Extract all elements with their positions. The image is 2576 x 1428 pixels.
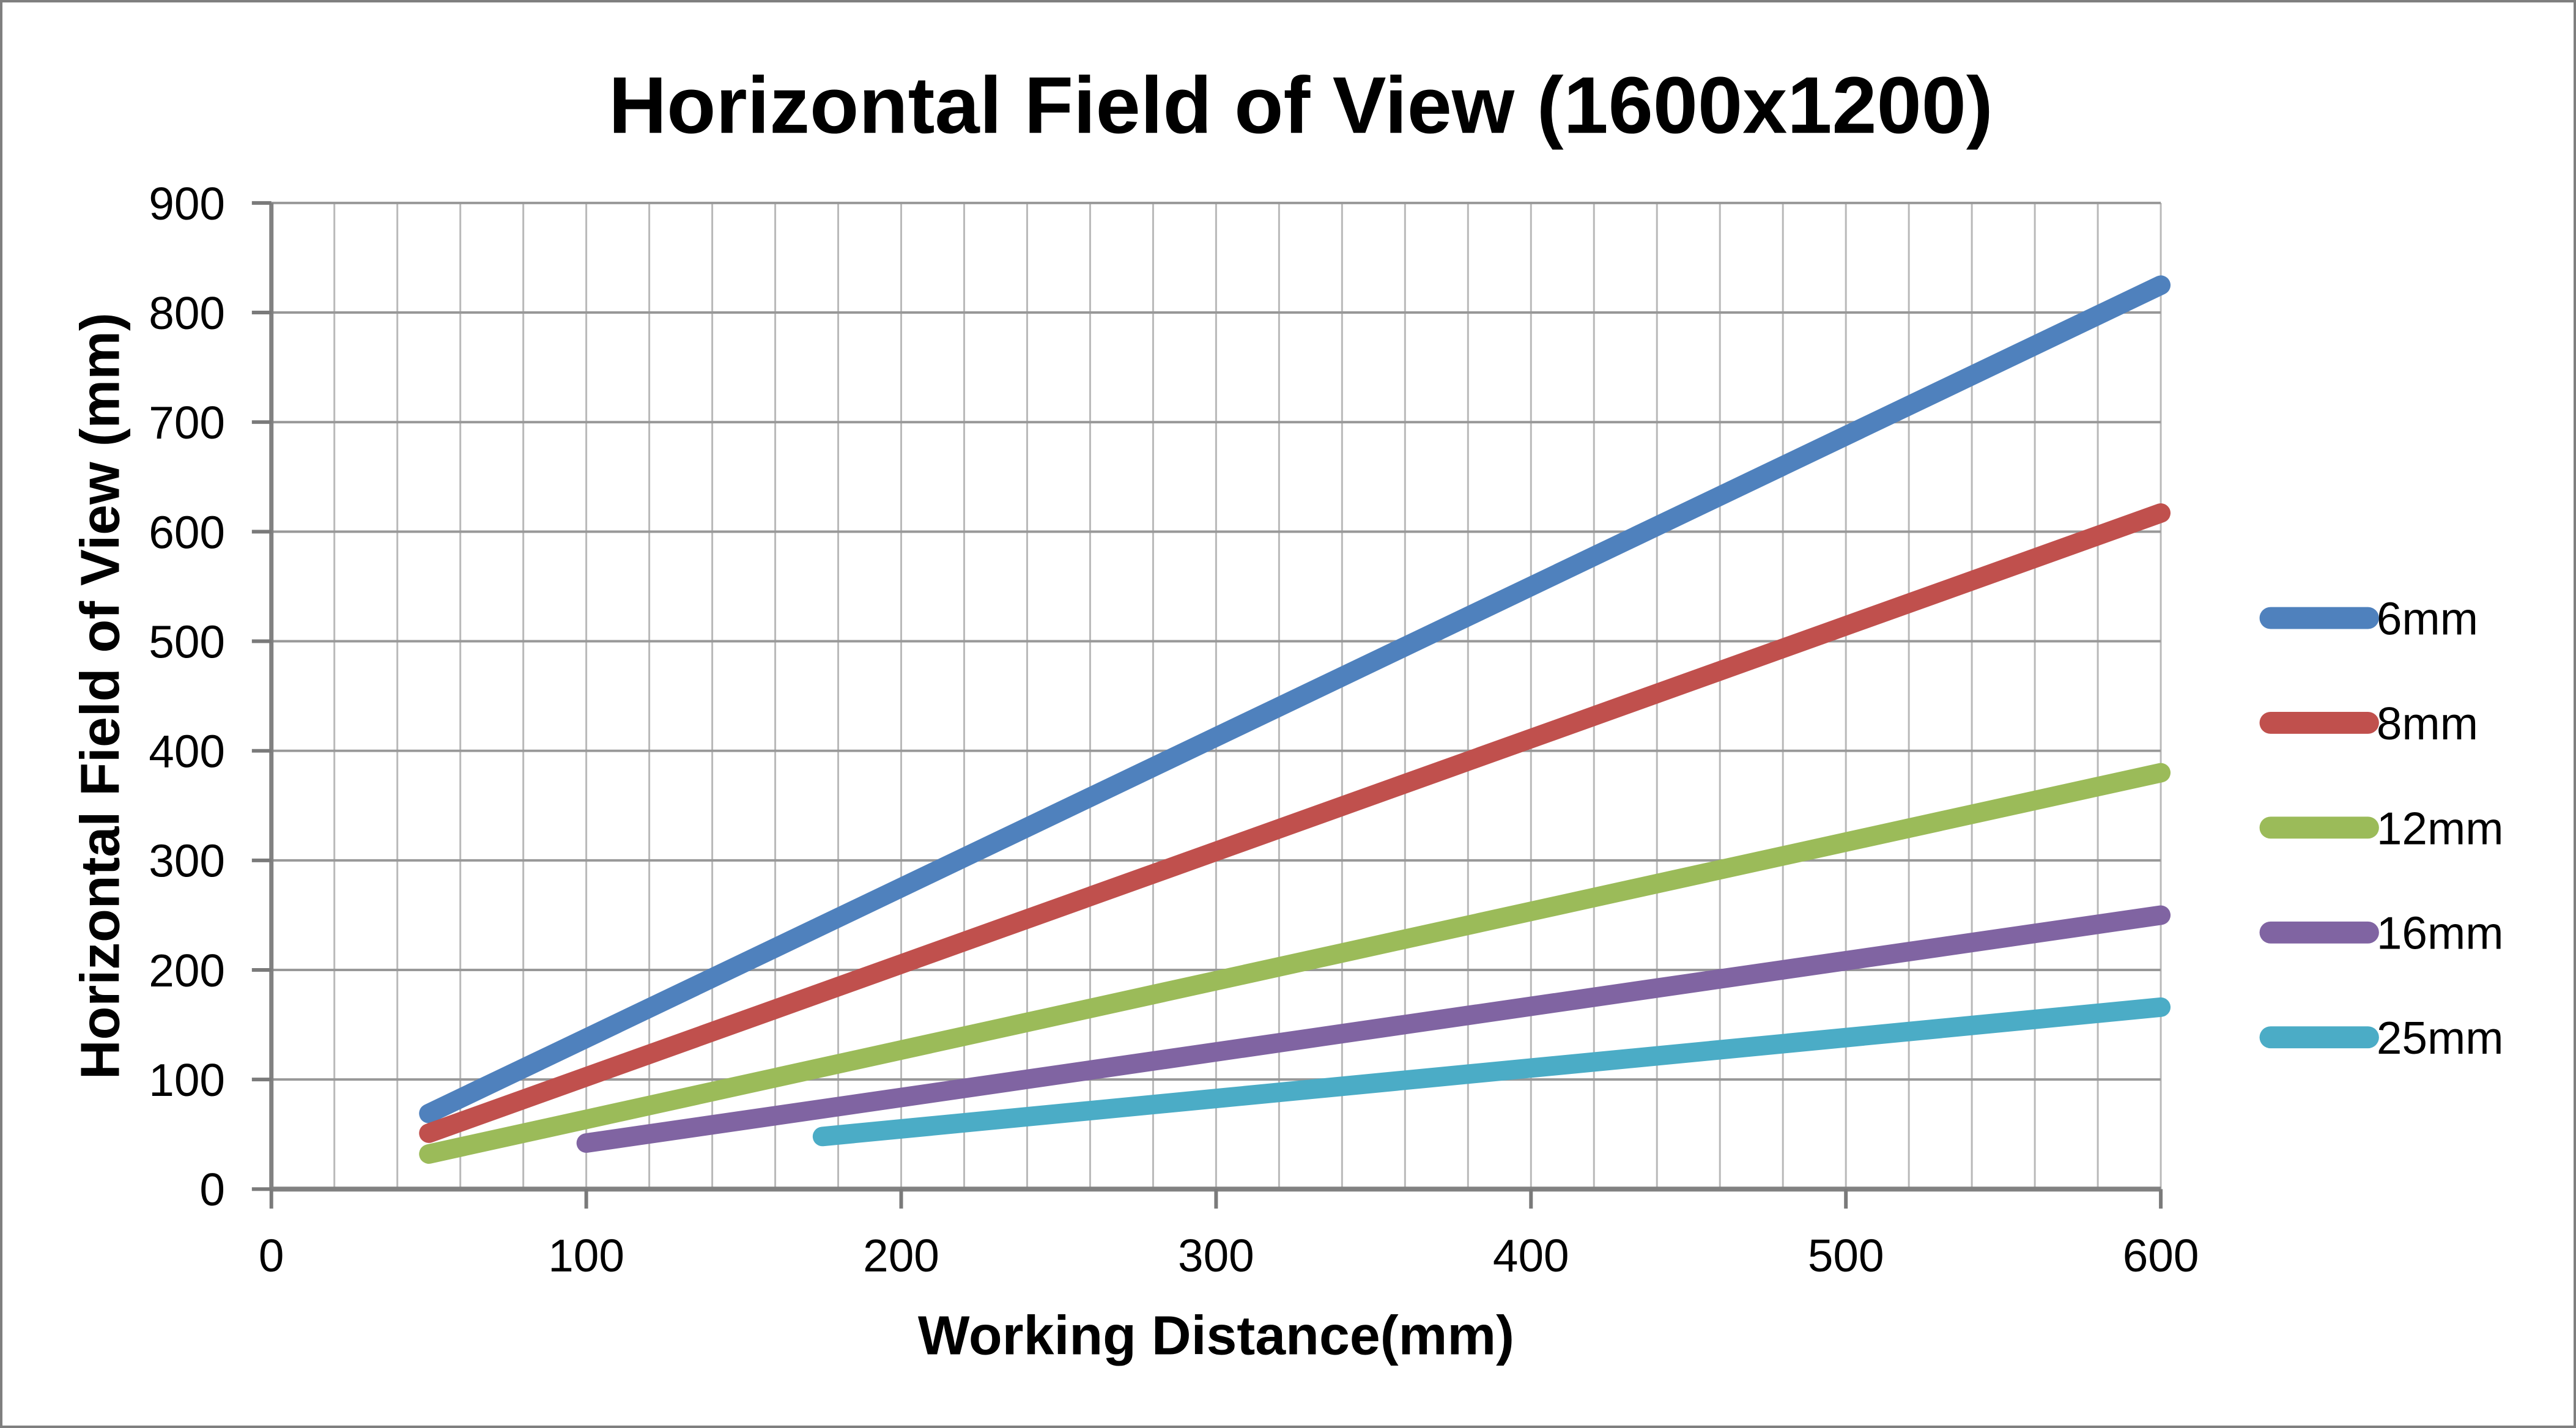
y-tick-label: 600 <box>149 506 225 558</box>
legend-item-12mm: 12mm <box>2259 802 2504 854</box>
x-tick-label: 100 <box>548 1230 624 1281</box>
legend-item-8mm: 8mm <box>2259 698 2478 749</box>
axes <box>251 201 2163 1209</box>
y-tick-label: 400 <box>149 726 225 777</box>
series-line-12mm <box>419 763 2171 1164</box>
legend-label-16mm: 16mm <box>2377 908 2504 959</box>
legend-item-6mm: 6mm <box>2259 593 2478 644</box>
y-tick-label: 800 <box>149 287 225 339</box>
legend-label-12mm: 12mm <box>2377 802 2504 854</box>
x-tick-label: 0 <box>259 1230 284 1281</box>
x-tick-label: 400 <box>1493 1230 1569 1281</box>
gridlines <box>271 201 2162 1189</box>
y-tick-label: 700 <box>149 397 225 448</box>
x-axis-title: Working Distance(mm) <box>918 1305 1514 1366</box>
y-axis-title: Horizontal Field of View (mm) <box>70 313 131 1079</box>
x-tick-label: 600 <box>2123 1230 2199 1281</box>
series-line-8mm <box>419 503 2171 1143</box>
chart-title: Horizontal Field of View (1600x1200) <box>609 60 1993 150</box>
y-tick-label: 200 <box>149 945 225 996</box>
y-tick-label: 100 <box>149 1054 225 1106</box>
x-tick-label: 300 <box>1178 1230 1254 1281</box>
legend-label-25mm: 25mm <box>2377 1012 2504 1064</box>
y-tick-label: 0 <box>199 1164 225 1215</box>
series-lines <box>419 275 2171 1164</box>
x-tick-label: 200 <box>863 1230 939 1281</box>
series-line-16mm <box>576 905 2171 1153</box>
series-line-6mm <box>419 275 2171 1123</box>
legend-label-6mm: 6mm <box>2377 593 2478 644</box>
legend-item-16mm: 16mm <box>2259 908 2504 959</box>
y-tick-label: 900 <box>149 178 225 229</box>
legend-item-25mm: 25mm <box>2259 1012 2504 1064</box>
y-tick-label: 500 <box>149 616 225 667</box>
y-tick-label: 300 <box>149 835 225 887</box>
tick-labels: 0 100 200 300 400 500 600 0 100 200 300 400 500 600 70… <box>149 178 2199 1281</box>
series-line-25mm <box>812 997 2171 1147</box>
legend-label-8mm: 8mm <box>2377 698 2478 749</box>
legend: 6mm 8mm 12mm 16mm 25mm <box>2259 593 2504 1064</box>
x-tick-label: 500 <box>1808 1230 1884 1281</box>
